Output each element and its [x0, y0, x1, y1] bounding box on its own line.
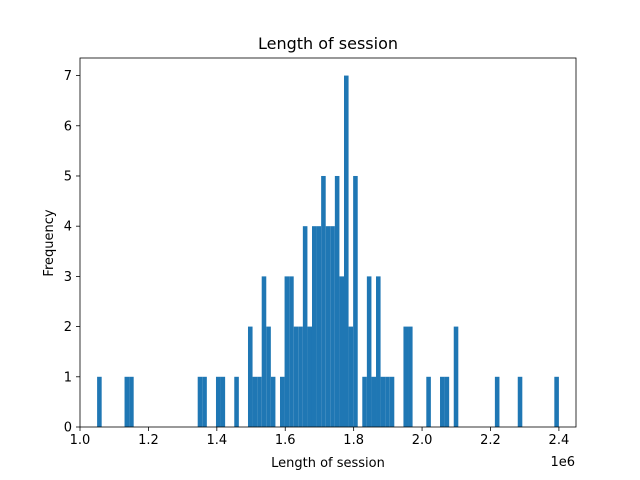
- histogram-bar: [325, 226, 331, 427]
- histogram-bar: [279, 376, 285, 427]
- y-tick-label: 0: [64, 421, 72, 436]
- histogram-bar: [302, 226, 308, 427]
- histogram-bar: [284, 276, 290, 427]
- histogram-bar: [215, 376, 221, 427]
- histogram-bar: [270, 376, 276, 427]
- x-tick-label: 2.4: [549, 433, 570, 448]
- histogram-bar: [376, 276, 381, 427]
- histogram-bar: [97, 376, 102, 427]
- histogram-bar: [321, 175, 326, 427]
- y-axis-label: Frequency: [42, 209, 57, 276]
- x-axis-ticks: 1.0 1.2 1.4 1.6 1.8 2.0 2.2 2.4: [70, 427, 570, 448]
- histogram-bar: [366, 276, 372, 427]
- histogram-bar: [129, 376, 134, 427]
- y-tick-label: 5: [64, 169, 72, 184]
- y-tick-label: 6: [64, 119, 72, 134]
- x-tick-label: 1.0: [70, 433, 91, 448]
- histogram-bar: [554, 376, 559, 427]
- histogram-bar: [426, 376, 431, 427]
- histogram-bar: [339, 276, 345, 427]
- histogram-bar: [371, 376, 377, 427]
- x-axis-scale-label: 1e6: [550, 455, 575, 470]
- histogram-bar: [389, 376, 395, 427]
- x-axis-label: Length of session: [271, 456, 385, 471]
- histogram-bar: [385, 376, 390, 427]
- histogram-bar: [494, 376, 500, 427]
- x-tick-label: 2.2: [480, 433, 501, 448]
- histogram-bar: [316, 226, 322, 427]
- y-tick-label: 1: [64, 370, 72, 385]
- histogram-bar: [257, 376, 262, 427]
- y-tick-label: 7: [64, 69, 72, 84]
- histogram-bar: [307, 326, 312, 427]
- y-axis-ticks: 0 1 2 3 4 5 6 7: [64, 69, 80, 436]
- histogram-bar: [444, 376, 450, 427]
- histogram-bar: [311, 226, 317, 427]
- histogram-bar: [362, 376, 367, 427]
- x-tick-label: 2.0: [412, 433, 433, 448]
- histogram-bar: [344, 75, 349, 428]
- histogram-bar: [247, 326, 253, 427]
- x-tick-label: 1.2: [138, 433, 159, 448]
- histogram-bars: [97, 75, 559, 428]
- chart-title: Length of session: [258, 34, 398, 53]
- histogram-bar: [353, 175, 358, 427]
- histogram-bar: [202, 376, 207, 427]
- histogram-bar: [348, 326, 354, 427]
- x-tick-label: 1.6: [275, 433, 296, 448]
- x-tick-label: 1.4: [206, 433, 227, 448]
- histogram-bar: [261, 276, 267, 427]
- axes-frame: [79, 57, 577, 428]
- histogram-bar: [453, 326, 459, 427]
- histogram-bar: [289, 276, 294, 427]
- x-tick-label: 1.8: [343, 433, 364, 448]
- histogram-bar: [334, 175, 340, 427]
- histogram-bar: [197, 376, 203, 427]
- histogram-bar: [517, 376, 523, 427]
- histogram-bar: [330, 226, 335, 427]
- histogram-bar: [266, 326, 271, 427]
- histogram-bar: [252, 376, 258, 427]
- histogram-bar: [220, 376, 226, 427]
- histogram-bar: [293, 326, 299, 427]
- y-tick-label: 4: [64, 220, 72, 235]
- histogram-bar: [234, 376, 239, 427]
- histogram-bar: [440, 376, 445, 427]
- y-tick-label: 3: [64, 270, 72, 285]
- y-tick-label: 2: [64, 320, 72, 335]
- histogram-bar: [403, 326, 409, 427]
- histogram-bar: [408, 326, 413, 427]
- histogram-bar: [298, 326, 303, 427]
- histogram-bar: [124, 376, 130, 427]
- histogram-bar: [380, 376, 386, 427]
